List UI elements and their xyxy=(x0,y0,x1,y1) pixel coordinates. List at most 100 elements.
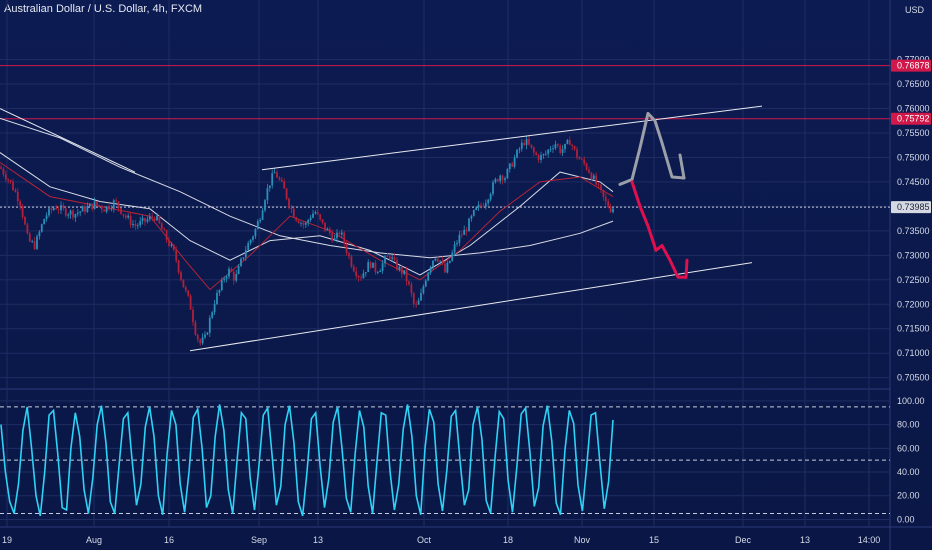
candle-body xyxy=(271,173,274,186)
candle-body xyxy=(609,207,612,213)
candle-body xyxy=(568,139,571,145)
candle-body xyxy=(144,217,146,222)
candle-body xyxy=(146,219,149,222)
candle-body xyxy=(441,260,444,264)
candle-body xyxy=(223,278,226,281)
candle-body xyxy=(391,257,394,259)
candle-body xyxy=(192,309,194,323)
candle-body xyxy=(381,263,384,271)
candle-body xyxy=(141,217,144,221)
candle-body xyxy=(540,155,542,160)
candle-body xyxy=(506,169,509,179)
candle-body xyxy=(484,203,487,207)
y-tick-label: 0.76000 xyxy=(897,104,930,114)
candle-body xyxy=(79,211,82,213)
candle-body xyxy=(439,260,442,262)
candle-body xyxy=(604,196,607,202)
candle-body xyxy=(410,284,413,294)
candle-body xyxy=(369,262,372,268)
y-tick-label: 0.72500 xyxy=(897,275,930,285)
candle-body xyxy=(52,208,55,210)
candle-body xyxy=(489,193,492,200)
candle-body xyxy=(458,234,461,243)
projection-path xyxy=(630,180,688,279)
candle-body xyxy=(434,258,437,261)
y-tick-label: 0.75000 xyxy=(897,152,930,162)
y-tick-label: 0.72000 xyxy=(897,299,930,309)
candle-body xyxy=(172,244,175,251)
candle-body xyxy=(588,169,590,173)
candle-body xyxy=(69,210,72,215)
candle-body xyxy=(285,188,288,199)
candle-body xyxy=(600,184,602,191)
price-tag xyxy=(891,59,931,72)
osc-tick-label: 60.00 xyxy=(897,443,920,453)
candle-body xyxy=(124,215,127,218)
candle-body xyxy=(91,203,94,210)
candle-body xyxy=(132,224,134,226)
candle-body xyxy=(57,209,60,211)
x-tick-label: 13 xyxy=(800,535,810,545)
candle-body xyxy=(129,215,132,226)
candle-body xyxy=(530,144,533,148)
candle-body xyxy=(151,216,154,219)
candle-body xyxy=(38,231,41,237)
candle-body xyxy=(398,266,401,270)
candle-body xyxy=(201,337,204,344)
candle-body xyxy=(211,312,214,318)
candle-body xyxy=(160,223,163,230)
candle-body xyxy=(240,258,242,267)
candle-body xyxy=(228,268,230,277)
candle-body xyxy=(247,243,250,251)
candle-body xyxy=(64,208,67,216)
candle-body xyxy=(19,201,22,206)
moving-average-line xyxy=(0,161,614,291)
candle-body xyxy=(76,212,79,215)
candle-body xyxy=(237,266,240,275)
y-tick-label: 0.73000 xyxy=(897,250,930,260)
candle-body xyxy=(242,257,245,259)
candle-body xyxy=(206,332,209,335)
candle-body xyxy=(321,219,324,223)
candle-body xyxy=(268,185,271,189)
candle-body xyxy=(105,206,108,212)
candle-body xyxy=(393,257,396,261)
candle-body xyxy=(348,253,350,257)
candle-body xyxy=(477,204,480,208)
candle-body xyxy=(88,203,91,207)
candle-body xyxy=(525,138,528,146)
candle-body xyxy=(544,153,547,155)
y-tick-label: 0.75500 xyxy=(897,128,930,138)
candle-body xyxy=(115,200,118,202)
candle-body xyxy=(379,270,382,272)
candle-body xyxy=(100,206,103,210)
candle-body xyxy=(607,201,610,208)
candle-body xyxy=(36,236,38,249)
candle-body xyxy=(48,208,50,216)
candle-body xyxy=(182,279,185,288)
candle-body xyxy=(16,191,19,202)
candle-body xyxy=(60,205,62,211)
candle-body xyxy=(276,172,278,178)
candle-body xyxy=(93,201,96,210)
moving-average-line xyxy=(0,117,614,259)
candle-body xyxy=(412,293,415,304)
candle-body xyxy=(492,182,494,194)
candle-body xyxy=(520,142,523,149)
candle-body xyxy=(535,152,538,155)
candle-body xyxy=(355,271,358,277)
candle-body xyxy=(33,241,36,249)
candle-body xyxy=(45,215,48,219)
candle-body xyxy=(475,207,478,210)
candle-body xyxy=(504,178,506,181)
candle-body xyxy=(244,250,247,258)
projection-path xyxy=(618,111,686,186)
candle-body xyxy=(532,147,535,153)
candle-body xyxy=(496,179,499,182)
candle-body xyxy=(331,233,334,241)
candle-body xyxy=(324,222,326,231)
candle-body xyxy=(170,244,173,246)
candle-body xyxy=(340,232,343,235)
candle-body xyxy=(31,241,34,242)
